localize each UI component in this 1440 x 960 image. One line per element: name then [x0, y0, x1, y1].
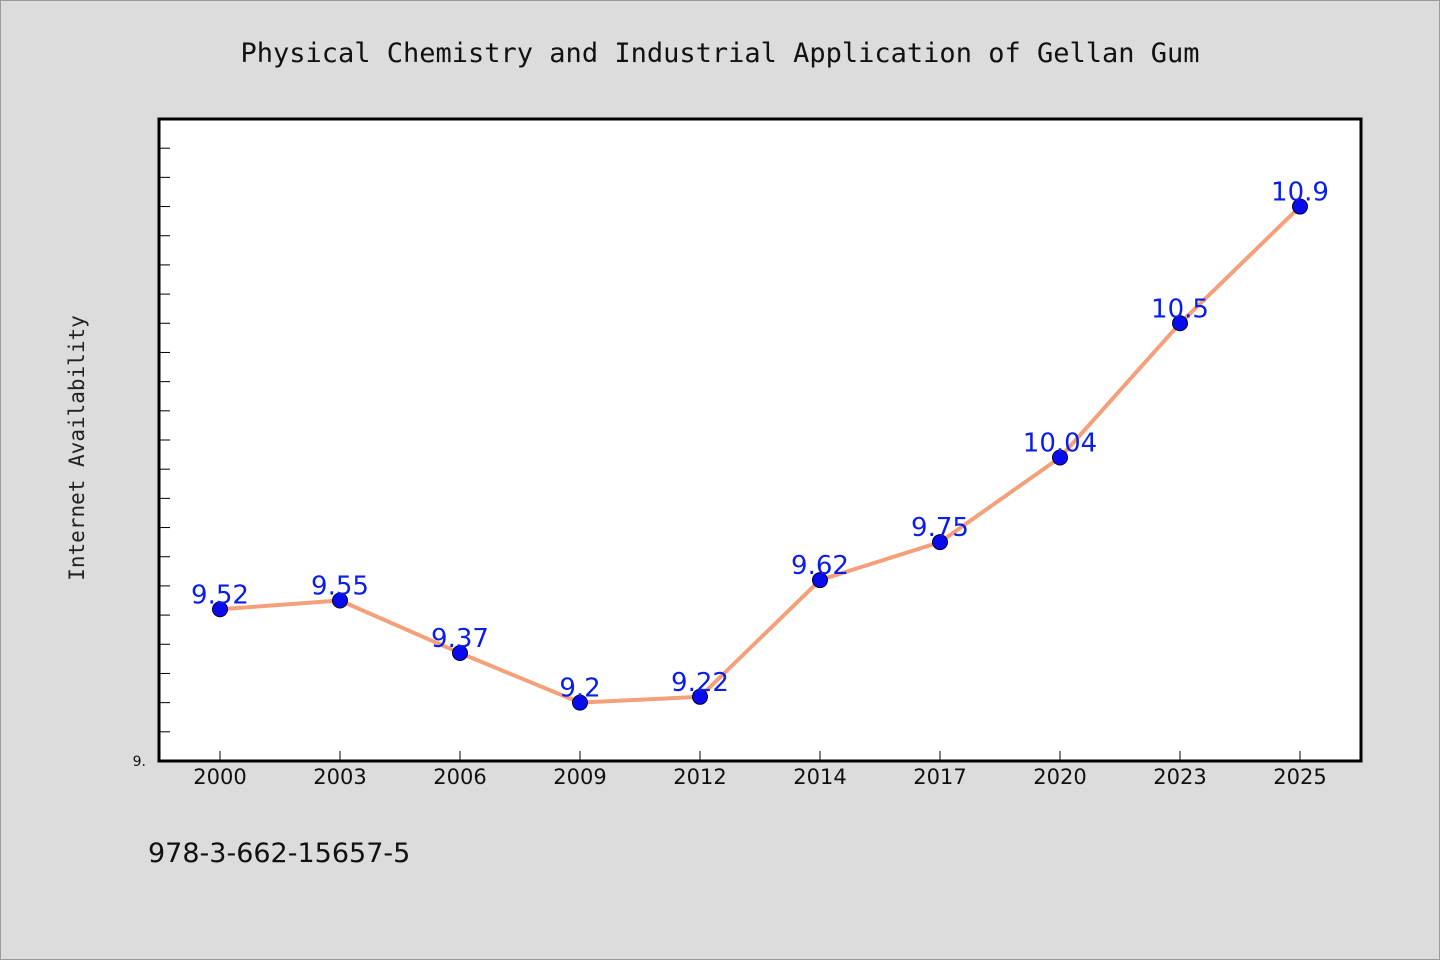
data-point — [812, 572, 828, 589]
data-point — [1052, 449, 1068, 466]
x-tick-label: 2014 — [793, 765, 846, 789]
data-point — [572, 694, 588, 711]
y-axis-label: Internet Availability — [65, 315, 89, 581]
data-label: 9.62 — [791, 551, 849, 581]
data-label: 9.22 — [671, 668, 729, 698]
x-axis-ticks: 2000 2003 2006 2009 2012 2014 2017 2020 2023 2025 — [193, 751, 1327, 789]
data-point — [692, 688, 708, 705]
x-tick-label: 2000 — [193, 765, 246, 789]
x-tick-label: 2009 — [553, 765, 606, 789]
x-tick-label: 2025 — [1273, 765, 1326, 789]
plot-area — [157, 117, 1363, 763]
x-tick-label: 2023 — [1153, 765, 1206, 789]
x-tick-label: 2003 — [313, 765, 366, 789]
data-label: 10.5 — [1151, 294, 1209, 324]
data-point — [332, 592, 348, 609]
data-point — [1172, 315, 1188, 332]
y-axis-ticks — [159, 147, 170, 733]
isbn-text: 978-3-662-15657-5 — [148, 838, 410, 869]
data-point — [932, 534, 948, 551]
data-point — [452, 645, 468, 662]
x-tick-label: 2020 — [1033, 765, 1086, 789]
data-point — [212, 601, 228, 618]
data-label: 10.9 — [1271, 178, 1329, 208]
chart-title: Physical Chemistry and Industrial Applic… — [240, 38, 1199, 69]
data-label: 9.37 — [431, 624, 489, 654]
series-layer: 9.52 9.55 9.37 9.2 9.22 9.62 9.75 10.04 10.5 10.9 — [191, 178, 1329, 711]
x-tick-label: 2012 — [673, 765, 726, 789]
data-label: 9.55 — [311, 572, 369, 602]
x-tick-label: 2006 — [433, 765, 486, 789]
data-label: 9.52 — [191, 580, 249, 610]
data-label: 9.75 — [911, 513, 969, 543]
data-label: 10.04 — [1023, 429, 1097, 459]
y-axis-tick-label: 9. — [133, 754, 146, 770]
data-point — [1292, 198, 1308, 215]
series-line — [218, 204, 1302, 705]
x-tick-label: 2017 — [913, 765, 966, 789]
data-label: 9.2 — [559, 674, 600, 704]
